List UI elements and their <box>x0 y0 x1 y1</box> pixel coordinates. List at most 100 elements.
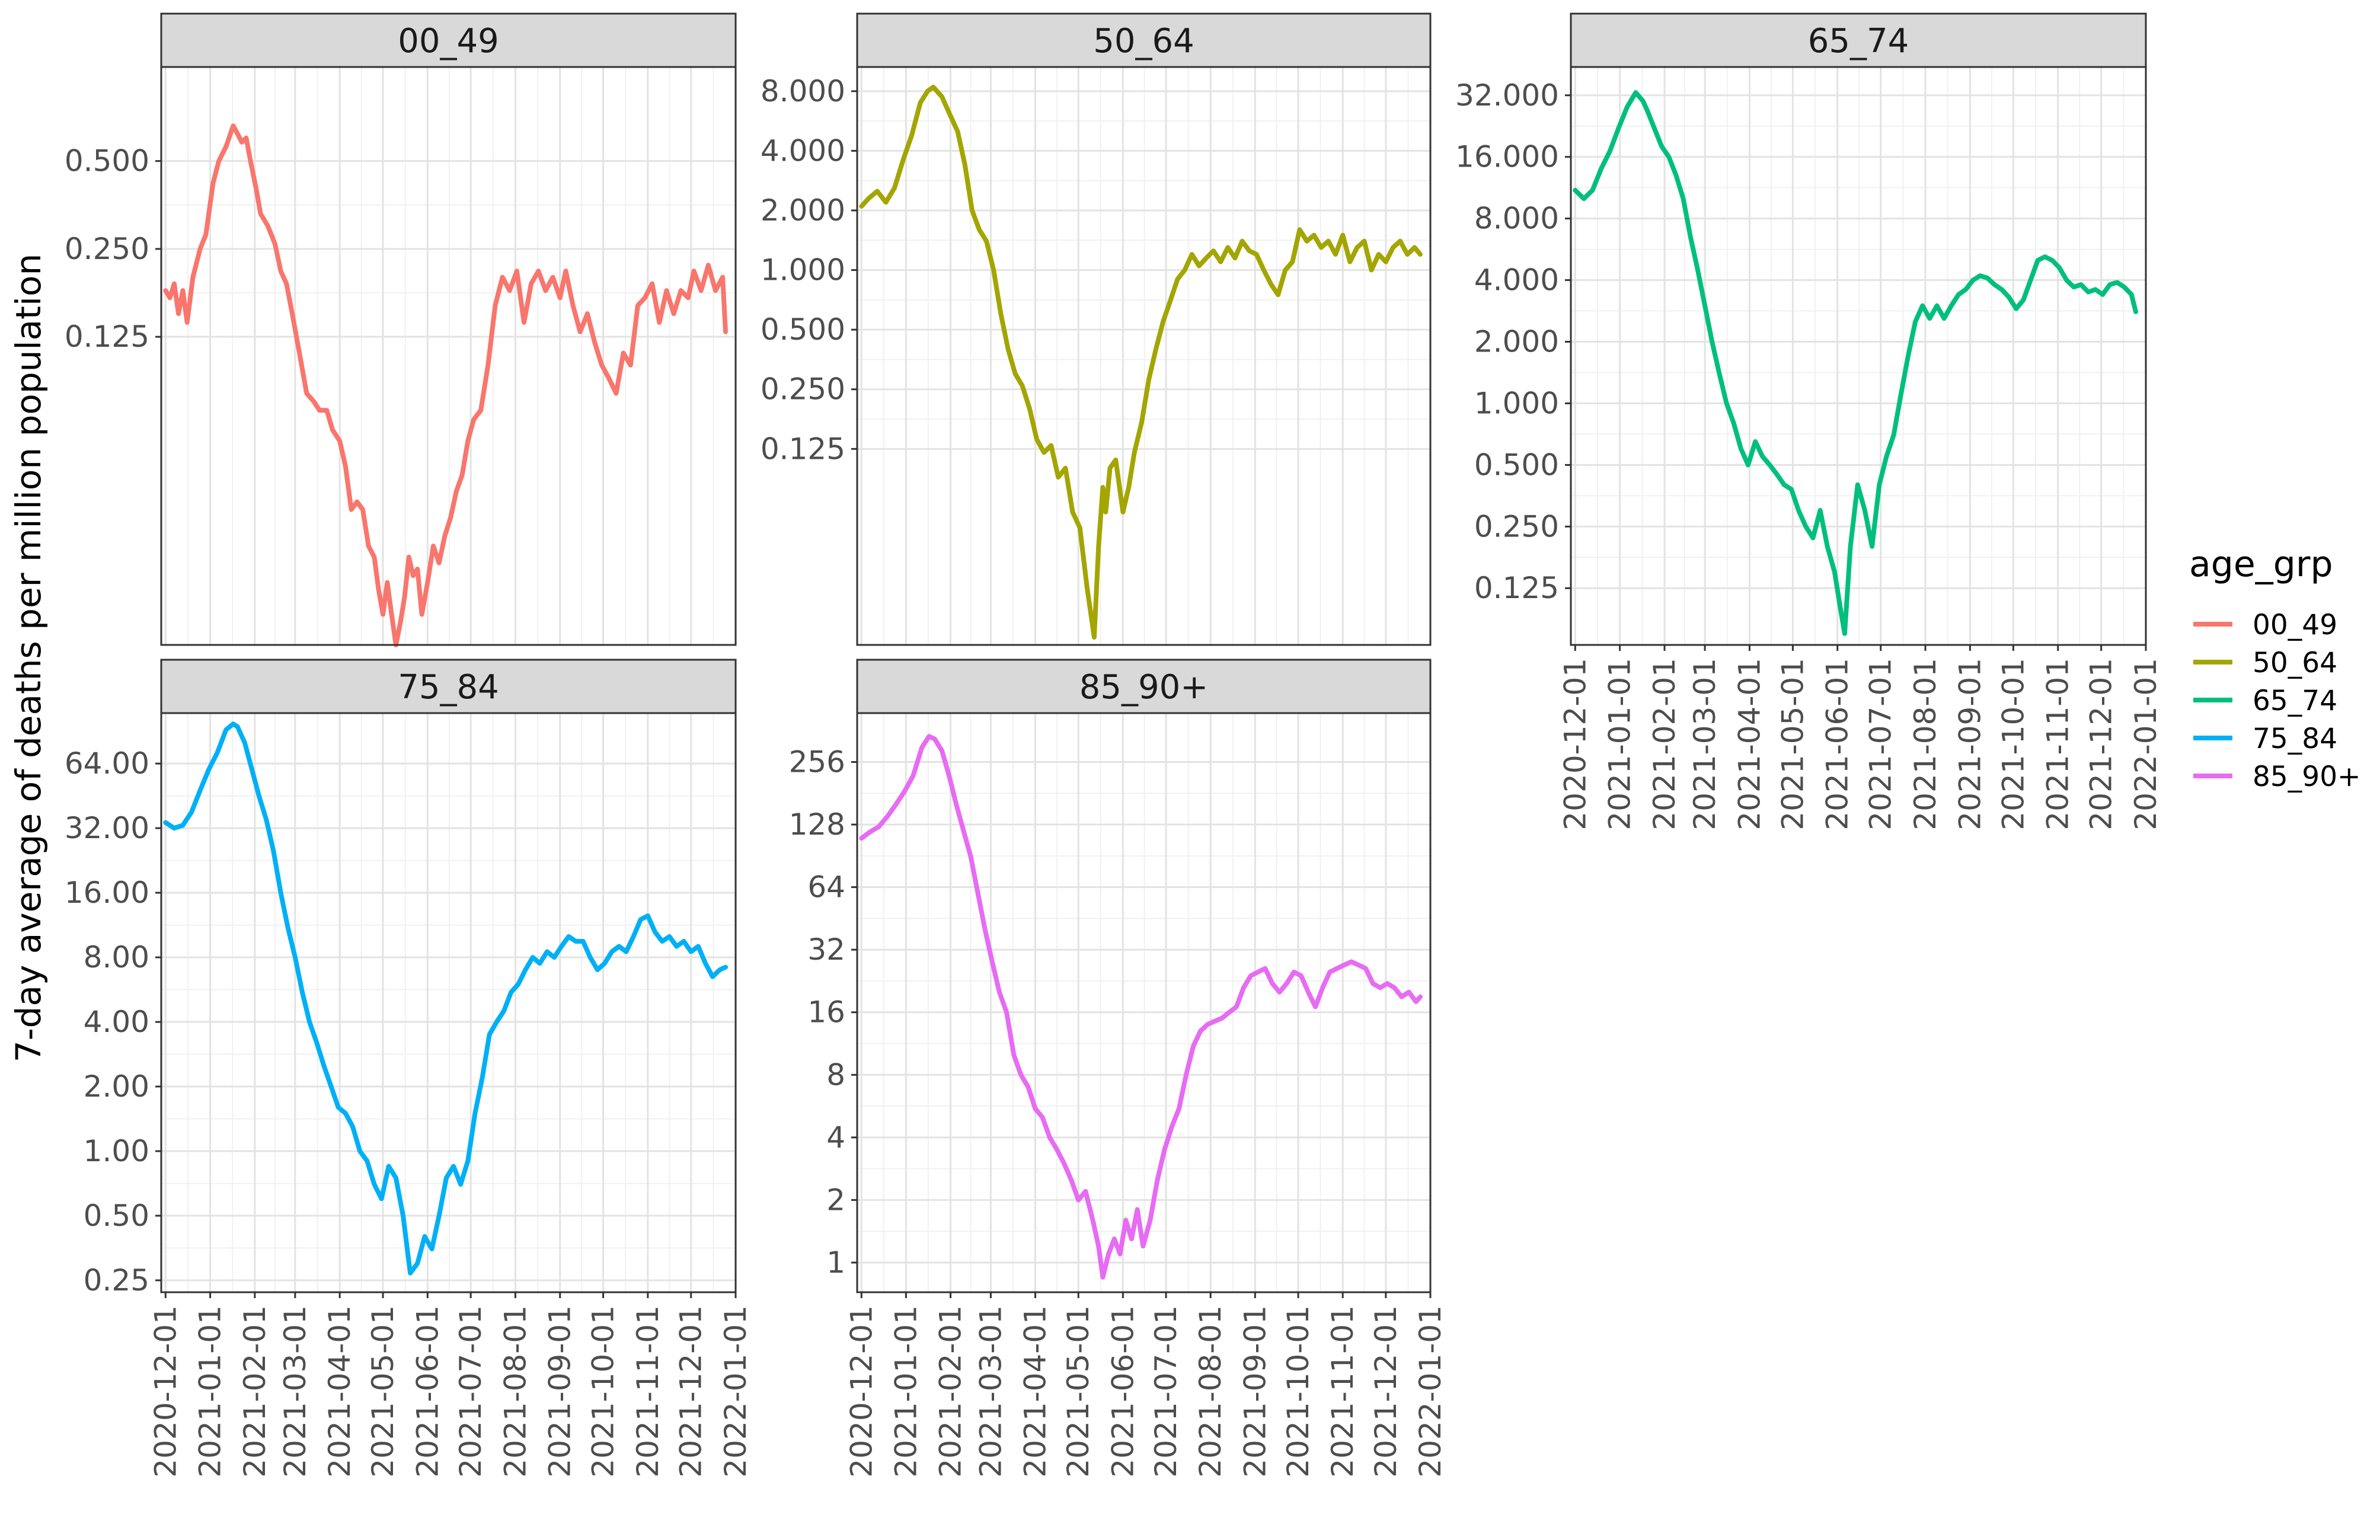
y-tick-label: 0.500 <box>65 144 149 178</box>
y-tick-label: 0.500 <box>761 312 845 347</box>
x-tick-label: 2021-09-01 <box>1953 658 1987 830</box>
y-tick-label: 32.00 <box>65 811 149 845</box>
facet-panel-65_74: 65_74 32.000 16.000 8.000 4.000 2.000 1.000 0.5… <box>1455 12 2163 830</box>
x-tick-label: 2021-09-01 <box>543 1305 577 1478</box>
y-tick-label: 1 <box>826 1245 845 1280</box>
y-tick-label: 4.000 <box>761 133 845 168</box>
facet-strip-label: 75_84 <box>398 668 499 707</box>
y-tick-label: 16.000 <box>1455 140 1559 174</box>
facet-panels: 00_490.5000.2500.12550_648.0004.0002.000… <box>65 12 2163 1478</box>
facet-strip <box>160 659 737 714</box>
y-tick-label: 4 <box>826 1120 845 1155</box>
facet-strip <box>160 12 737 68</box>
x-tick-label: 2021-02-01 <box>1647 658 1682 830</box>
x-tick-label: 2021-07-01 <box>453 1305 488 1478</box>
legend-label: 85_90+ <box>2253 761 2361 793</box>
y-axis-title: 7-day average of deaths per million popu… <box>8 254 49 1062</box>
x-tick-label: 2021-02-01 <box>238 1305 272 1478</box>
panel-border <box>856 66 1432 646</box>
x-tick-label: 2021-09-01 <box>1238 1305 1272 1478</box>
y-tick-label: 256 <box>789 745 845 779</box>
x-tick-label: 2021-11-01 <box>1325 1305 1360 1478</box>
series-line-65_74 <box>1573 90 2138 636</box>
x-tick-label: 2021-04-01 <box>1732 658 1766 830</box>
x-tick-label: 2021-08-01 <box>1908 658 1943 830</box>
y-tick-label: 0.125 <box>65 319 149 354</box>
y-tick-label: 2.000 <box>761 193 845 228</box>
y-tick-label: 0.250 <box>65 232 149 266</box>
y-tick-label: 0.500 <box>1474 448 1559 482</box>
y-tick-label: 0.125 <box>761 432 845 466</box>
x-tick-label: 2021-10-01 <box>1281 1305 1315 1478</box>
x-tick-label: 2021-10-01 <box>1996 658 2030 830</box>
panel-border <box>856 712 1432 1293</box>
facet-strip <box>856 12 1432 68</box>
x-tick-label: 2021-12-01 <box>2084 658 2119 830</box>
y-tick-label: 4.000 <box>1474 263 1559 298</box>
y-tick-label: 0.250 <box>761 372 845 407</box>
x-tick-label: 2021-07-01 <box>1149 1305 1183 1478</box>
x-tick-label: 2021-11-01 <box>631 1305 665 1478</box>
facet-panel-75_84: 75_84 64.00 32.00 16.00 8.00 4.00 2.00 1.00 0.50… <box>65 659 753 1478</box>
x-tick-label: 2021-01-01 <box>889 1305 923 1478</box>
x-tick-label: 2021-05-01 <box>1061 1305 1095 1478</box>
x-tick-label: 2021-05-01 <box>366 1305 400 1478</box>
legend: age_grp 00_49 50_64 65_74 75_84 85_90+ <box>2189 544 2361 793</box>
x-tick-label: 2021-10-01 <box>586 1305 621 1478</box>
x-tick-label: 2021-08-01 <box>1193 1305 1228 1478</box>
legend-label: 75_84 <box>2253 723 2337 755</box>
y-tick-label: 16 <box>807 995 845 1030</box>
facet-panel-85_90+: 85_90+ 256 128 64 32 16 8 4 2 1 2020-12-01 2021-01-… <box>789 659 1448 1478</box>
y-tick-label: 0.125 <box>1474 571 1559 605</box>
x-tick-label: 2021-08-01 <box>498 1305 532 1478</box>
series-line-85_90+ <box>859 734 1423 1280</box>
panel-border <box>160 66 737 646</box>
facet-strip-label: 85_90+ <box>1079 668 1208 707</box>
y-tick-label: 8 <box>826 1057 845 1092</box>
x-tick-label: 2021-11-01 <box>2041 658 2075 830</box>
x-tick-label: 2020-12-01 <box>844 1305 878 1478</box>
x-tick-label: 2020-12-01 <box>148 1305 183 1478</box>
facet-strip <box>1570 12 2147 68</box>
x-tick-label: 2021-12-01 <box>674 1305 708 1478</box>
facet-strip-label: 50_64 <box>1093 22 1194 60</box>
panel-background <box>161 67 736 645</box>
x-tick-label: 2021-06-01 <box>410 1305 445 1478</box>
y-tick-label: 0.25 <box>84 1263 149 1298</box>
x-tick-label: 2021-05-01 <box>1775 658 1810 830</box>
panel-background <box>1571 67 2146 645</box>
legend-title: age_grp <box>2189 544 2333 585</box>
facet-strip <box>856 659 1432 714</box>
y-tick-label: 32.000 <box>1455 78 1559 113</box>
y-tick-label: 8.00 <box>84 940 149 975</box>
panel-border <box>1570 66 2147 646</box>
x-tick-label: 2021-01-01 <box>1603 658 1637 830</box>
panel-background <box>161 713 736 1292</box>
y-tick-label: 16.00 <box>65 876 149 910</box>
legend-label: 50_64 <box>2253 647 2337 679</box>
y-tick-label: 128 <box>789 807 845 842</box>
x-tick-label: 2021-06-01 <box>1820 658 1855 830</box>
series-line-50_64 <box>859 84 1423 640</box>
x-tick-label: 2021-03-01 <box>1688 658 1722 830</box>
panel-background <box>857 67 1430 645</box>
panel-border <box>160 712 737 1293</box>
x-tick-label: 2021-02-01 <box>934 1305 968 1478</box>
panel-background <box>857 713 1430 1292</box>
x-tick-label: 2021-03-01 <box>278 1305 312 1478</box>
x-tick-label: 2021-03-01 <box>973 1305 1008 1478</box>
y-tick-label: 64.00 <box>65 746 149 781</box>
x-tick-label: 2021-07-01 <box>1864 658 1898 830</box>
x-tick-label: 2022-01-01 <box>718 1305 753 1478</box>
facet-panel-00_49: 00_49 0.500 0.250 0.125 <box>65 12 737 647</box>
x-tick-label: 2021-01-01 <box>193 1305 228 1478</box>
y-tick-label: 0.250 <box>1474 509 1559 544</box>
series-line-75_84 <box>163 721 728 1276</box>
y-tick-label: 0.50 <box>84 1199 149 1233</box>
x-tick-label: 2021-04-01 <box>322 1305 357 1478</box>
y-tick-label: 1.000 <box>1474 386 1559 420</box>
y-tick-label: 32 <box>807 932 845 967</box>
y-tick-label: 4.00 <box>84 1005 149 1039</box>
x-tick-label: 2021-06-01 <box>1106 1305 1140 1478</box>
